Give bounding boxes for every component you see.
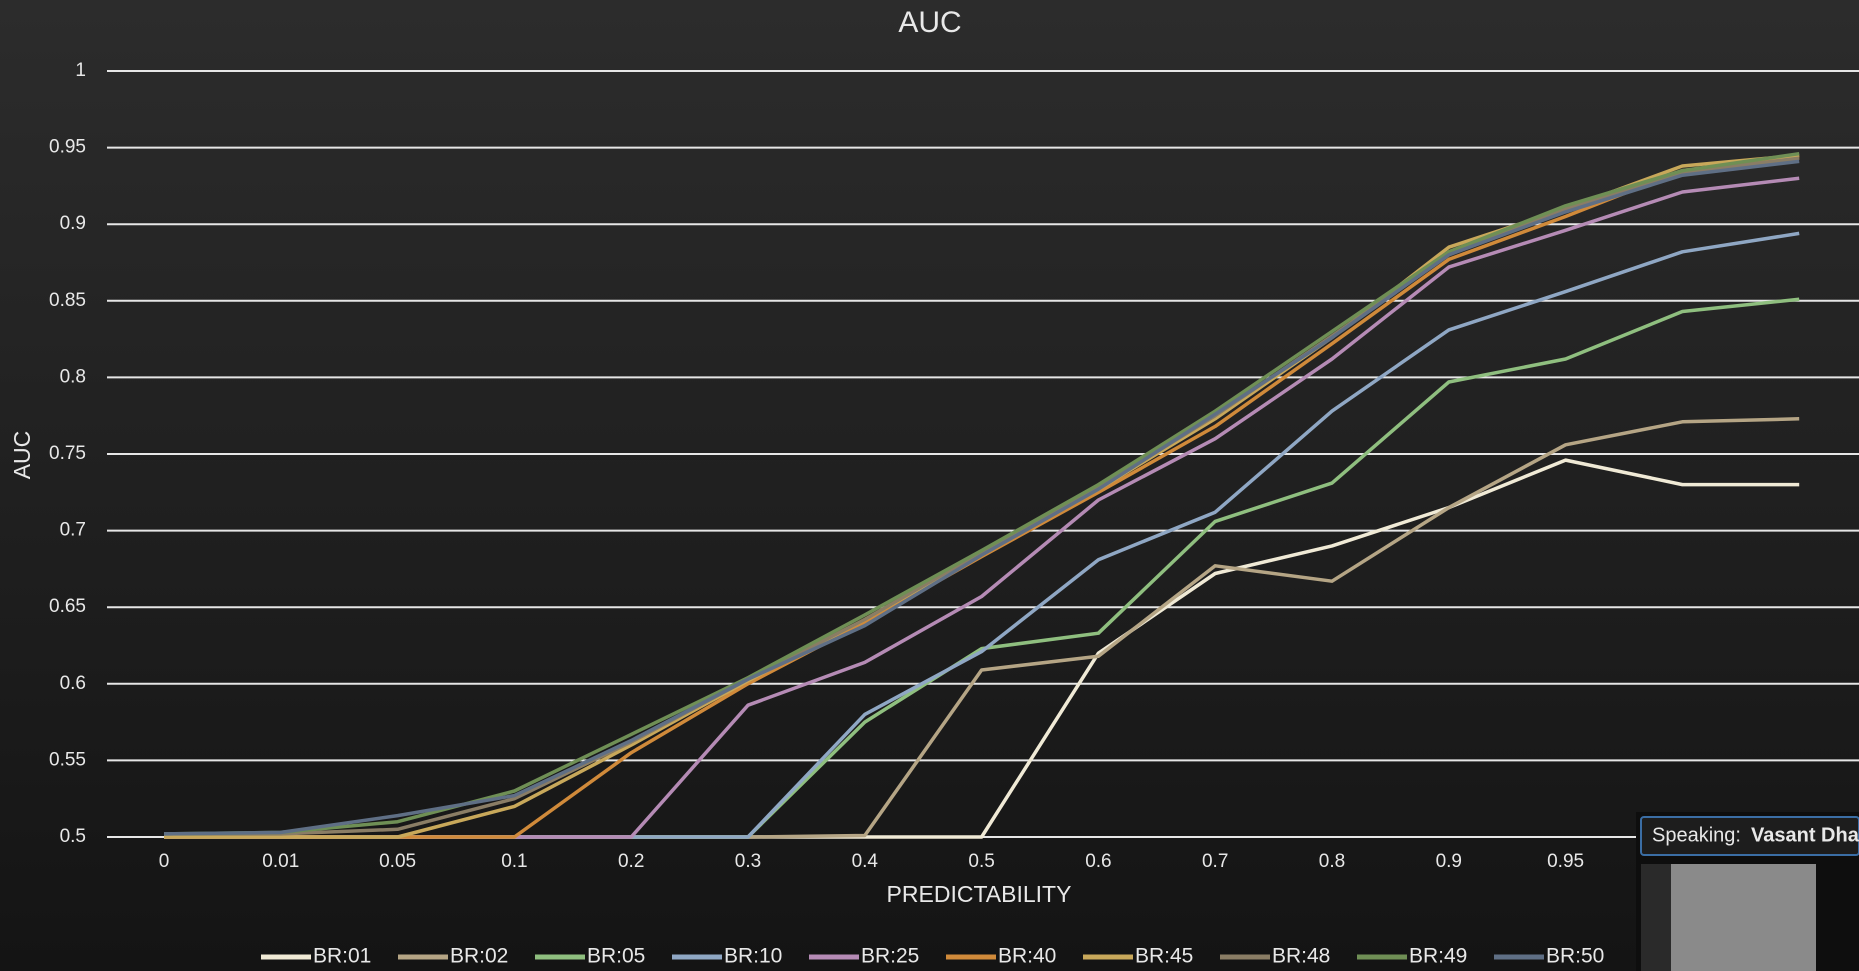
video-overlay: Speaking: Vasant Dha <box>1636 812 1859 971</box>
x-tick-label: 0.1 <box>501 851 527 872</box>
y-tick-label: 0.8 <box>60 366 86 387</box>
x-tick-label: 0.2 <box>618 851 644 872</box>
x-tick-label: 0.05 <box>379 851 416 872</box>
y-tick-label: 0.55 <box>49 749 86 770</box>
x-tick-label: 0.9 <box>1436 851 1462 872</box>
legend-label: BR:25 <box>861 945 919 968</box>
y-tick-label: 0.5 <box>60 826 86 847</box>
y-axis-label: AUC <box>9 431 35 480</box>
y-tick-label: 0.65 <box>49 596 86 617</box>
page: AUC PREDICTABILITY AUC 0.5 0.55 0.6 0.65 0.7… <box>0 0 1859 971</box>
video-feed-shadow <box>1641 864 1671 971</box>
legend-label: BR:10 <box>724 945 782 968</box>
x-tick-label: 0.01 <box>262 851 299 872</box>
x-tick-label: 0.7 <box>1202 851 1228 872</box>
legend-label: BR:01 <box>313 945 371 968</box>
y-tick-label: 0.9 <box>60 213 86 234</box>
legend-label: BR:48 <box>1272 945 1330 968</box>
speaking-label: Speaking: <box>1652 824 1741 846</box>
legend-label: BR:45 <box>1135 945 1193 968</box>
x-tick-label: 0.4 <box>852 851 879 872</box>
y-tick-label: 0.95 <box>49 137 86 158</box>
chart-title: AUC <box>898 6 961 39</box>
legend-label: BR:05 <box>587 945 645 968</box>
legend-label: BR:40 <box>998 945 1056 968</box>
speaker-name: Vasant Dha <box>1751 824 1859 846</box>
background <box>0 0 1859 971</box>
y-tick-label: 0.6 <box>60 673 86 694</box>
y-tick-label: 0.75 <box>49 443 86 464</box>
x-tick-label: 0.3 <box>735 851 761 872</box>
legend-label: BR:49 <box>1409 945 1467 968</box>
chart: AUC PREDICTABILITY AUC 0.5 0.55 0.6 0.65 0.7… <box>0 0 1859 971</box>
x-tick-label: 0.8 <box>1319 851 1345 872</box>
legend-label: BR:02 <box>450 945 508 968</box>
y-tick-label: 0.85 <box>49 290 86 311</box>
legend-label: BR:50 <box>1546 945 1604 968</box>
x-tick-label: 0.5 <box>968 851 994 872</box>
y-tick-label: 0.7 <box>60 520 86 541</box>
x-tick-label: 0.95 <box>1547 851 1584 872</box>
x-tick-label: 0.6 <box>1085 851 1111 872</box>
x-tick-label: 0 <box>159 851 170 872</box>
x-axis-label: PREDICTABILITY <box>887 881 1072 907</box>
y-tick-label: 1 <box>75 60 86 81</box>
